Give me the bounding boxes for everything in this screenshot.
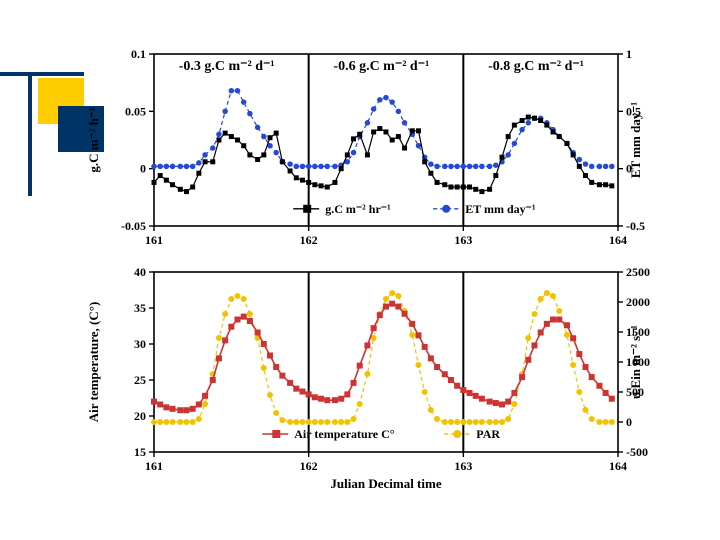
svg-text:161: 161 <box>145 233 163 247</box>
svg-text:g.C m⁻² hr⁻¹: g.C m⁻² hr⁻¹ <box>325 202 391 216</box>
svg-text:-500: -500 <box>626 445 648 459</box>
svg-text:ET mm day⁻¹: ET mm day⁻¹ <box>465 202 536 216</box>
svg-text:PAR: PAR <box>476 427 500 441</box>
svg-text:Julian Decimal time: Julian Decimal time <box>330 476 441 491</box>
svg-text:163: 163 <box>454 233 472 247</box>
svg-text:162: 162 <box>300 459 318 473</box>
svg-text:15: 15 <box>134 445 146 459</box>
svg-text:2500: 2500 <box>626 265 650 279</box>
svg-text:0: 0 <box>626 415 632 429</box>
svg-text:2000: 2000 <box>626 295 650 309</box>
svg-text:-0.3 g.C m⁻² d⁻¹: -0.3 g.C m⁻² d⁻¹ <box>179 59 275 74</box>
svg-text:164: 164 <box>609 459 627 473</box>
svg-text:u.Ein m⁻² s⁻¹: u.Ein m⁻² s⁻¹ <box>628 325 643 399</box>
svg-text:-0.05: -0.05 <box>121 219 146 233</box>
svg-text:20: 20 <box>134 409 146 423</box>
decor-left-line <box>28 76 32 196</box>
svg-text:-0.8 g.C m⁻² d⁻¹: -0.8 g.C m⁻² d⁻¹ <box>488 59 584 74</box>
svg-text:35: 35 <box>134 301 146 315</box>
svg-text:163: 163 <box>454 459 472 473</box>
top-chart: 161162163164-0.0500.050.1-0.500.51g.C m⁻… <box>82 36 654 266</box>
svg-text:25: 25 <box>134 373 146 387</box>
svg-text:0.05: 0.05 <box>125 104 146 118</box>
svg-text:0.1: 0.1 <box>131 47 146 61</box>
svg-text:Air temperature, (C°): Air temperature, (C°) <box>86 302 101 423</box>
bottom-chart: 161162163164152025303540-500050010001500… <box>82 264 654 514</box>
svg-text:1: 1 <box>626 47 632 61</box>
svg-text:164: 164 <box>609 233 627 247</box>
svg-text:-0.5: -0.5 <box>626 219 645 233</box>
svg-text:161: 161 <box>145 459 163 473</box>
svg-text:ET mm day⁻¹: ET mm day⁻¹ <box>628 102 643 178</box>
svg-text:162: 162 <box>300 233 318 247</box>
svg-text:0: 0 <box>140 162 146 176</box>
svg-text:30: 30 <box>134 337 146 351</box>
svg-text:Air temperature C°: Air temperature C° <box>294 427 395 441</box>
svg-text:40: 40 <box>134 265 146 279</box>
decor-top-line <box>0 72 84 76</box>
svg-text:g.C m⁻² h⁻¹: g.C m⁻² h⁻¹ <box>86 107 101 172</box>
slide: 161162163164-0.0500.050.1-0.500.51g.C m⁻… <box>0 0 720 540</box>
svg-text:-0.6 g.C m⁻² d⁻¹: -0.6 g.C m⁻² d⁻¹ <box>333 59 429 74</box>
